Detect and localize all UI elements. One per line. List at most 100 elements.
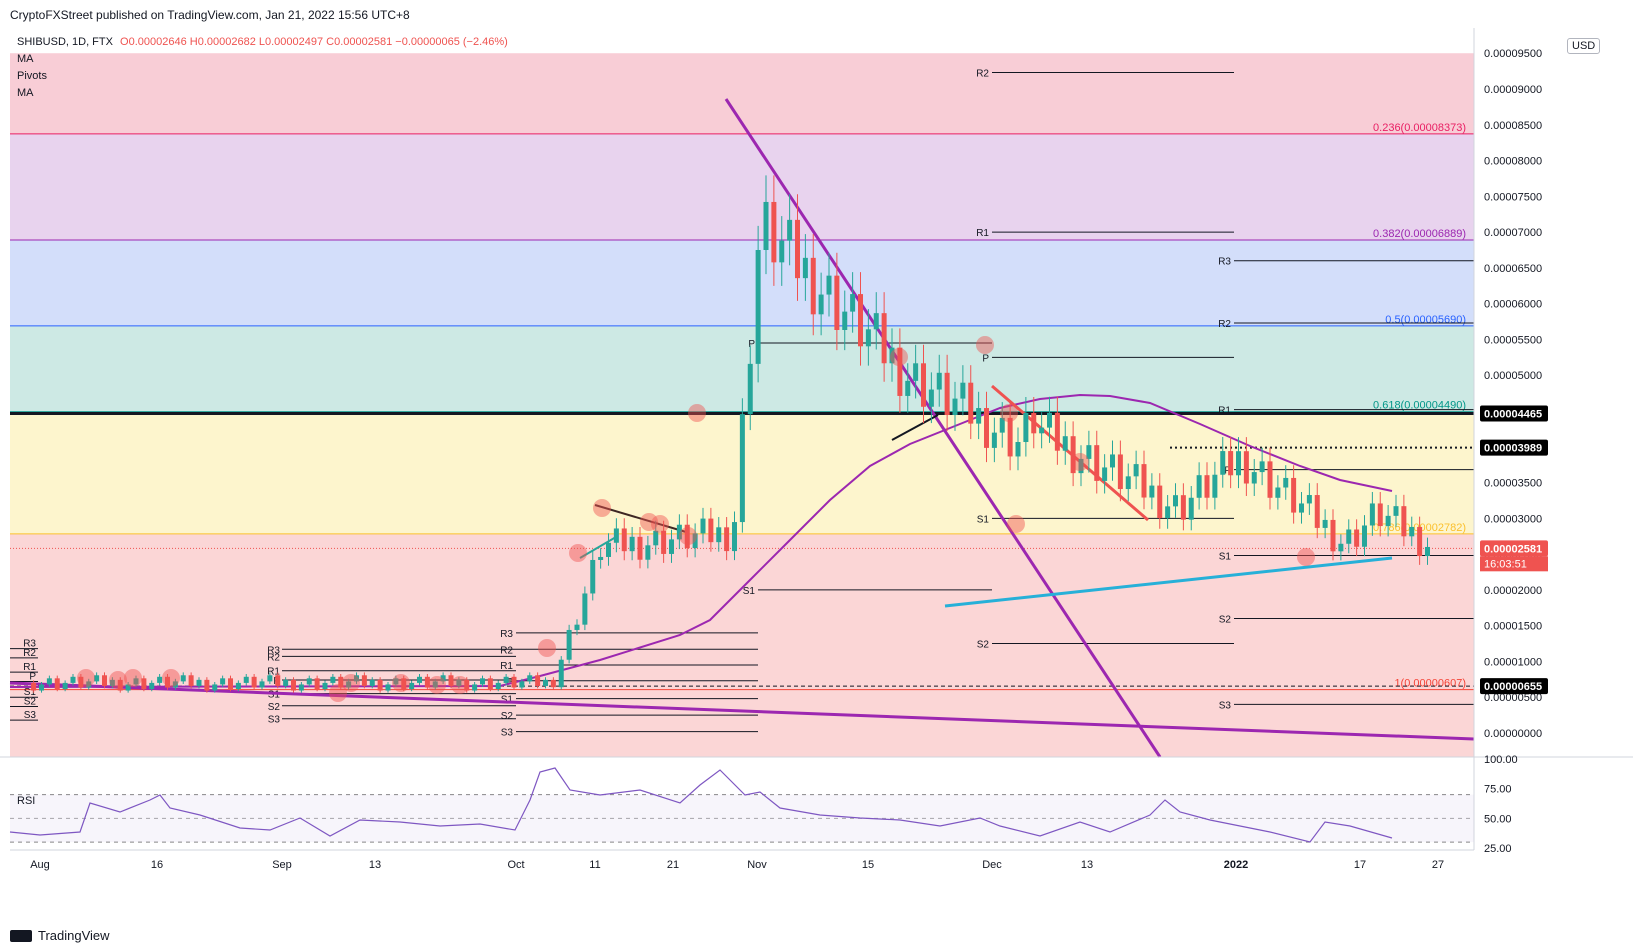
candle-body (354, 675, 359, 682)
highlight-circle (451, 676, 469, 694)
candle-body (865, 329, 871, 347)
pivot-label: S3 (501, 728, 514, 739)
candle-body (86, 681, 92, 688)
fib-band-1 (10, 133, 1474, 241)
candle-body (881, 313, 887, 364)
pivot-label: S2 (977, 640, 990, 651)
price-tick-label: 0.00006000 (1484, 299, 1542, 311)
long-trendline (9, 681, 1475, 741)
currency-unit-button[interactable]: USD (1567, 38, 1601, 54)
candle-body (858, 294, 863, 347)
pivot-label: R2 (1218, 319, 1231, 330)
candle-body (172, 681, 178, 688)
pivot-label: R3 (23, 639, 36, 650)
candle-body (1362, 525, 1367, 547)
time-tick-label: 17 (1354, 859, 1366, 871)
candle-body (1039, 427, 1045, 434)
candle-body (779, 240, 785, 263)
highlight-circle (329, 684, 347, 702)
candle-body (1212, 474, 1218, 498)
highlight-circle (162, 669, 180, 687)
candle-body (1086, 445, 1092, 459)
candle-body (653, 530, 659, 546)
pivot-label: S3 (268, 715, 281, 726)
candle-body (952, 398, 958, 416)
fib-label-1: 0.382(0.00006889) (1373, 228, 1466, 240)
candle-body (1180, 495, 1186, 520)
candle-body (39, 684, 44, 691)
red-trendline (991, 384, 1149, 522)
candle-body (1165, 506, 1171, 519)
green-trendline (579, 536, 617, 559)
ma-line (9, 393, 1393, 688)
candle-body (669, 539, 674, 554)
candle-body (944, 372, 950, 416)
indicator-ma-1[interactable]: MA (17, 53, 34, 65)
candle-body (897, 347, 903, 396)
price-tick-label: 0.00002000 (1484, 585, 1542, 597)
pivot-label: S1 (743, 586, 756, 597)
candle-body (1306, 495, 1312, 504)
countdown-label: 16:03:51 (1484, 558, 1527, 570)
candle-body (1220, 451, 1226, 475)
rsi-band (10, 794, 1474, 843)
ma-long-line (944, 556, 1393, 608)
candle-body (78, 676, 84, 688)
candle-body (377, 679, 383, 691)
pivot-label: R1 (1218, 406, 1231, 417)
price-tag-655: 0.00000655 (1484, 681, 1542, 693)
candle-body (1149, 485, 1155, 498)
candle-body (1125, 476, 1131, 490)
candle-body (180, 675, 186, 682)
candle-body (338, 676, 344, 688)
candle-body (1299, 503, 1304, 513)
pivot-label: R3 (500, 629, 513, 640)
price-tick-label: 0.00005500 (1484, 334, 1542, 346)
candle-body (117, 679, 123, 691)
candle-body (243, 676, 249, 683)
pivot-label: R1 (267, 667, 280, 678)
candle-body (401, 678, 407, 690)
time-tick-label: Aug (30, 859, 50, 871)
pivot-label: P (1224, 466, 1231, 477)
candle-body (1188, 497, 1194, 520)
tradingview-logo[interactable]: TradingView (10, 928, 110, 943)
indicator-pivots[interactable]: Pivots (17, 70, 47, 82)
candle-body (991, 432, 997, 448)
candle-body (1243, 451, 1249, 484)
candle-body (432, 681, 438, 688)
candle-body (70, 676, 76, 683)
time-tick-label: Dec (982, 859, 1002, 871)
price-tick-label: 0.00007500 (1484, 191, 1542, 203)
pivot-label: S1 (1219, 552, 1232, 563)
candle-body (393, 678, 399, 685)
candle-body (928, 389, 934, 407)
candle-body (747, 363, 753, 415)
pivot-levels: R3R2R1PS1S2S3R3R2R1PS1S2S3R3R2R1PS1S2S3P… (10, 69, 1474, 739)
candle-body (495, 682, 501, 690)
indicator-ma-2[interactable]: MA (17, 87, 34, 99)
candle-body (1110, 454, 1115, 468)
candle-body (1377, 503, 1383, 527)
candle-body (582, 593, 588, 625)
fib-band-2 (10, 240, 1474, 326)
candle-body (739, 414, 745, 523)
candle-body (1102, 467, 1108, 481)
price-tick-label: 0.00003000 (1484, 513, 1542, 525)
rsi-tick-label: 50.00 (1484, 813, 1512, 825)
candle-body (527, 675, 533, 682)
pivot-label: R1 (976, 228, 989, 239)
candle-body (629, 536, 635, 552)
candle-body (409, 682, 415, 690)
candle-body (921, 363, 926, 407)
candle-body (503, 676, 509, 683)
candle-body (818, 294, 824, 315)
highlight-circle (342, 674, 360, 692)
price-tick-label: 0.00009000 (1484, 84, 1542, 96)
fib-band-3 (10, 325, 1474, 412)
pivot-label: S3 (1219, 700, 1232, 711)
price-tick-label: 0.00006500 (1484, 263, 1542, 275)
rsi-label[interactable]: RSI (17, 795, 36, 807)
price-tag-4465-bg (1480, 405, 1548, 422)
highlight-circle (679, 527, 697, 545)
